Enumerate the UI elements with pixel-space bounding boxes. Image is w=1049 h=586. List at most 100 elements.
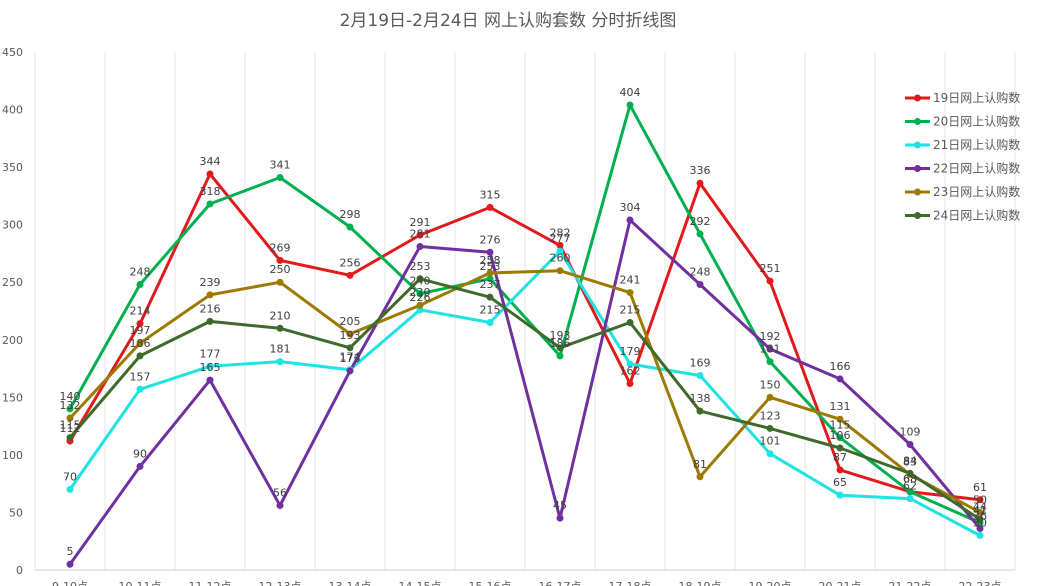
data-point <box>486 293 494 301</box>
data-label: 298 <box>340 208 361 221</box>
data-label: 115 <box>830 419 851 432</box>
data-label: 197 <box>130 324 151 337</box>
data-point <box>486 269 494 277</box>
data-label: 112 <box>60 422 81 435</box>
data-label: 215 <box>620 304 641 317</box>
data-point <box>276 173 284 181</box>
data-label: 277 <box>550 232 571 245</box>
data-point <box>976 496 984 504</box>
data-point <box>206 200 214 208</box>
legend-label: 23日网上认购数 <box>933 184 1020 199</box>
data-point <box>766 358 774 366</box>
x-axis: 9-10点 10-11点 11-12点 12-13点 13-14点 14-15点 15-16… <box>52 580 1001 586</box>
data-point <box>276 278 284 286</box>
data-point <box>976 525 984 533</box>
data-point <box>766 450 774 458</box>
data-label: 248 <box>130 266 151 279</box>
data-point <box>416 290 424 298</box>
x-tick-label: 9-10点 <box>52 580 88 586</box>
data-label: 336 <box>690 164 711 177</box>
data-point <box>66 485 74 493</box>
x-tick-label: 20-21点 <box>819 580 862 586</box>
data-label: 173 <box>340 352 361 365</box>
data-point <box>416 243 424 251</box>
data-label: 282 <box>550 226 571 239</box>
data-point <box>276 502 284 510</box>
data-point <box>486 319 494 327</box>
data-point <box>696 473 704 481</box>
data-point <box>486 275 494 283</box>
series-line <box>68 277 981 521</box>
data-point <box>556 267 564 275</box>
data-label: 181 <box>760 343 781 356</box>
data-label: 253 <box>480 260 501 273</box>
data-label: 165 <box>200 361 221 374</box>
data-label: 177 <box>200 347 221 360</box>
legend-marker <box>914 188 921 196</box>
data-label: 132 <box>60 399 81 412</box>
legend-marker <box>914 165 921 172</box>
data-label: 70 <box>63 470 77 483</box>
legend-label: 22日网上认购数 <box>933 161 1020 176</box>
series-line <box>68 103 981 525</box>
data-point <box>136 320 144 328</box>
data-label: 240 <box>410 275 431 288</box>
data-label: 216 <box>200 302 221 315</box>
data-label: 150 <box>760 378 781 391</box>
data-point <box>206 362 214 370</box>
data-point <box>136 385 144 393</box>
x-tick-label: 15-16点 <box>469 580 512 586</box>
data-point <box>696 179 704 187</box>
data-label: 292 <box>690 215 711 228</box>
y-tick-label: 150 <box>2 391 23 404</box>
legend-label: 24日网上认购数 <box>933 208 1020 223</box>
data-point <box>136 339 144 347</box>
data-label: 251 <box>760 262 781 275</box>
x-tick-label: 10-11点 <box>119 580 162 586</box>
data-label: 179 <box>620 345 641 358</box>
data-label: 258 <box>480 254 501 267</box>
data-label: 83 <box>903 455 917 468</box>
data-label: 65 <box>833 476 847 489</box>
data-label: 250 <box>270 263 291 276</box>
data-label: 205 <box>340 315 361 328</box>
data-label: 90 <box>133 447 147 460</box>
data-label: 36 <box>973 510 987 523</box>
data-point <box>556 344 564 352</box>
data-label: 215 <box>480 304 501 317</box>
y-tick-label: 50 <box>9 506 23 519</box>
data-point <box>276 256 284 264</box>
data-point <box>556 247 564 255</box>
data-point <box>976 515 984 523</box>
data-label: 281 <box>410 228 431 241</box>
data-label: 341 <box>270 158 291 171</box>
data-label: 61 <box>973 481 987 494</box>
data-label: 210 <box>270 309 291 322</box>
data-label: 106 <box>830 429 851 442</box>
data-point <box>206 376 214 384</box>
data-point <box>556 352 564 360</box>
data-label: 131 <box>830 400 851 413</box>
data-label: 68 <box>903 473 917 486</box>
data-point <box>976 508 984 516</box>
x-tick-label: 17-18点 <box>609 580 652 586</box>
data-label: 30 <box>973 516 987 529</box>
data-point <box>696 407 704 415</box>
data-label: 192 <box>760 330 781 343</box>
data-label: 5 <box>67 545 74 558</box>
data-point <box>66 434 74 442</box>
data-point <box>906 441 914 449</box>
data-point <box>766 345 774 353</box>
data-point <box>416 231 424 239</box>
data-point <box>906 469 914 477</box>
data-point <box>626 319 634 327</box>
x-tick-label: 21-22点 <box>889 580 932 586</box>
y-axis: 0 50 100 150 200 250 300 350 400 450 <box>2 46 23 577</box>
data-point <box>206 317 214 325</box>
data-label: 291 <box>410 216 431 229</box>
data-point <box>136 352 144 360</box>
y-tick-label: 200 <box>2 334 23 347</box>
data-point <box>416 301 424 309</box>
x-tick-label: 18-19点 <box>679 580 722 586</box>
